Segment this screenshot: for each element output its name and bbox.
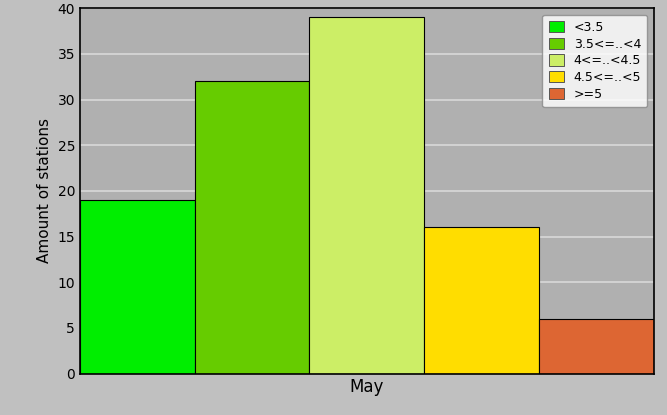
Bar	[80, 200, 195, 374]
Bar	[424, 227, 539, 374]
Bar	[309, 17, 424, 374]
Bar	[539, 319, 654, 374]
Legend: <3.5, 3.5<=..<4, 4<=..<4.5, 4.5<=..<5, >=5: <3.5, 3.5<=..<4, 4<=..<4.5, 4.5<=..<5, >…	[542, 15, 648, 107]
Y-axis label: Amount of stations: Amount of stations	[37, 118, 52, 264]
Bar	[195, 81, 309, 374]
